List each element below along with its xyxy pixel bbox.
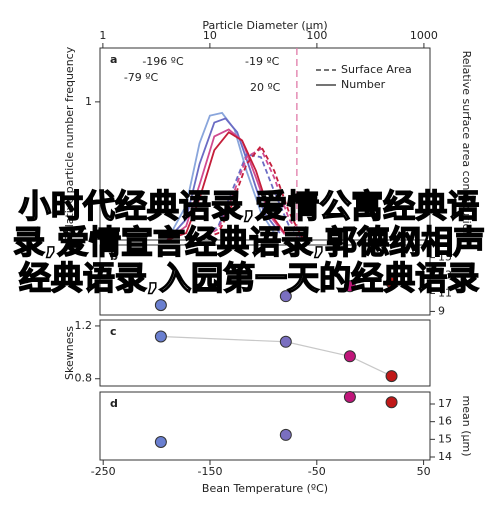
panel-letter: c [110, 325, 117, 338]
trend-line [160, 335, 392, 377]
point [385, 370, 398, 383]
panel-frame [99, 319, 431, 387]
curve [166, 117, 281, 241]
curve [166, 128, 286, 241]
panel-letter: d [110, 397, 118, 410]
x-axis-label: Bean Temperature (ºC) [202, 482, 328, 495]
point [154, 330, 167, 343]
legend-label: Surface Area [341, 63, 412, 76]
legend-label: Number [341, 78, 386, 91]
series-label: -79 ºC [124, 71, 159, 84]
y-tick-label: 1 [85, 95, 92, 108]
point [279, 290, 292, 303]
panel-frame [99, 391, 431, 461]
point [385, 396, 398, 409]
y-tick-label: 17 [438, 397, 452, 410]
y2-axis-label: Relative surface area contribution [460, 51, 473, 238]
curve [166, 131, 286, 241]
y-tick-label: 14 [438, 450, 452, 463]
series-label: 20 ºC [250, 81, 281, 94]
x-tick-label: -250 [91, 465, 116, 478]
series-label: -196 ºC [142, 55, 184, 68]
point [279, 335, 292, 348]
panel-letter: b [110, 250, 118, 263]
curve [199, 144, 305, 241]
y-tick-label: 9 [438, 304, 445, 317]
series-label: -19 ºC [245, 55, 280, 68]
x-tick-label: 50 [417, 465, 431, 478]
curve [166, 111, 276, 241]
y-tick-label: 13 [438, 269, 452, 282]
y-tick-label: 11 [438, 286, 452, 299]
y-tick-label: 1.2 [75, 319, 93, 332]
y-axis-label: Skewness [63, 326, 76, 380]
point [154, 299, 167, 312]
y-tick-label: 16 [438, 415, 452, 428]
point [343, 390, 356, 403]
point [385, 276, 398, 289]
panel-frame [99, 47, 431, 241]
point [343, 350, 356, 363]
curve [199, 147, 305, 241]
point [343, 280, 356, 293]
y-tick-label: 15 [438, 432, 452, 445]
x-tick-label: -150 [198, 465, 223, 478]
y-tick-label: 0.8 [75, 372, 93, 385]
overlay-text: 小时代经典语录,爱情公寓经典语录,爱情宣言经典语录,郭德纲相声经典语录,入园第一… [12, 187, 486, 297]
y-axis-label: mean (μm) [460, 396, 473, 457]
x-axis-label: Particle Diameter (μm) [202, 19, 327, 32]
panel-letter: a [110, 53, 117, 66]
x-tick-label: -50 [308, 465, 326, 478]
y-tick-label: 15 [438, 251, 452, 264]
y-axis-label: Relative particle number frequency [63, 46, 76, 241]
x-tick-label: 1 [99, 29, 106, 42]
x-tick-label: 100 [306, 29, 327, 42]
point [279, 428, 292, 441]
panel-frame [99, 244, 431, 316]
x-tick-label: 1000 [410, 29, 438, 42]
point [154, 435, 167, 448]
x-tick-label: 10 [203, 29, 217, 42]
